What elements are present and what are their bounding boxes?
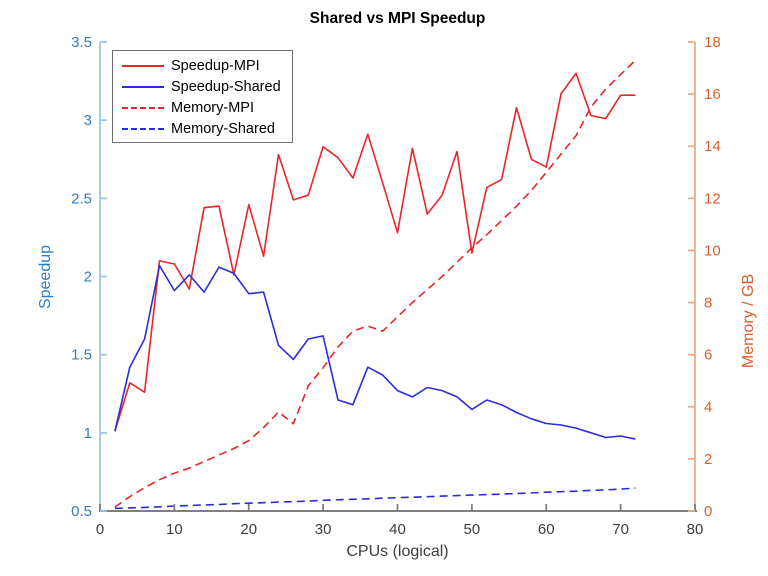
legend-label: Memory-Shared <box>171 120 275 137</box>
y-right-tick-label: 2 <box>704 451 712 468</box>
legend-label: Memory-MPI <box>171 99 254 116</box>
y-left-tick-label: 0.5 <box>71 503 92 520</box>
x-tick-label: 40 <box>389 521 406 538</box>
x-tick-label: 80 <box>687 521 704 538</box>
y-left-tick-label: 1 <box>84 425 92 442</box>
y-right-tick-label: 8 <box>704 295 712 312</box>
series-line-memory-shared <box>114 487 636 510</box>
y-axis-left-label: Speedup <box>37 244 54 310</box>
legend-line-sample-dashed-red <box>122 106 164 109</box>
y-right-tick-label: 16 <box>704 86 721 103</box>
y-left-tick-label: 2.5 <box>71 190 92 207</box>
series-line-speedup-shared <box>114 264 636 440</box>
x-tick-label: 10 <box>166 521 183 538</box>
x-tick-label: 20 <box>240 521 257 538</box>
chart-title: Shared vs MPI Speedup <box>309 10 486 27</box>
x-tick-label: 30 <box>315 521 332 538</box>
legend-item-speedup-shared: Speedup-Shared <box>113 76 292 97</box>
x-tick-label: 60 <box>538 521 555 538</box>
y-right-tick-label: 12 <box>704 190 721 207</box>
legend-line-sample-solid-blue <box>122 85 164 88</box>
series-line-speedup-mpi <box>114 72 636 432</box>
y-left-tick-label: 1.5 <box>71 347 92 364</box>
legend-item-memory-shared: Memory-Shared <box>113 118 292 139</box>
y-left-tick-label: 2 <box>84 269 92 286</box>
legend: Speedup-MPI Speedup-Shared Memory-MPI Me… <box>112 50 293 143</box>
y-right-tick-label: 0 <box>704 503 712 520</box>
legend-item-memory-mpi: Memory-MPI <box>113 97 292 118</box>
x-tick-label: 50 <box>464 521 481 538</box>
x-tick-label: 0 <box>96 521 104 538</box>
y-left-tick-label: 3 <box>84 112 92 129</box>
series-line-memory-mpi <box>114 59 637 508</box>
y-left-tick-label: 3.5 <box>71 34 92 51</box>
y-right-tick-label: 6 <box>704 347 712 364</box>
y-right-tick-label: 18 <box>704 34 721 51</box>
y-right-tick-label: 14 <box>704 138 721 155</box>
legend-label: Speedup-Shared <box>171 78 281 95</box>
y-right-tick-label: 4 <box>704 399 712 416</box>
x-tick-label: 70 <box>612 521 629 538</box>
legend-item-speedup-mpi: Speedup-MPI <box>113 55 292 76</box>
legend-label: Speedup-MPI <box>171 57 260 74</box>
legend-line-sample-solid-red <box>122 64 164 67</box>
legend-line-sample-dashed-blue <box>122 127 164 130</box>
x-axis-label: CPUs (logical) <box>346 543 449 560</box>
y-axis-right-label: Memory / GB <box>740 273 757 369</box>
y-right-tick-label: 10 <box>704 242 721 259</box>
